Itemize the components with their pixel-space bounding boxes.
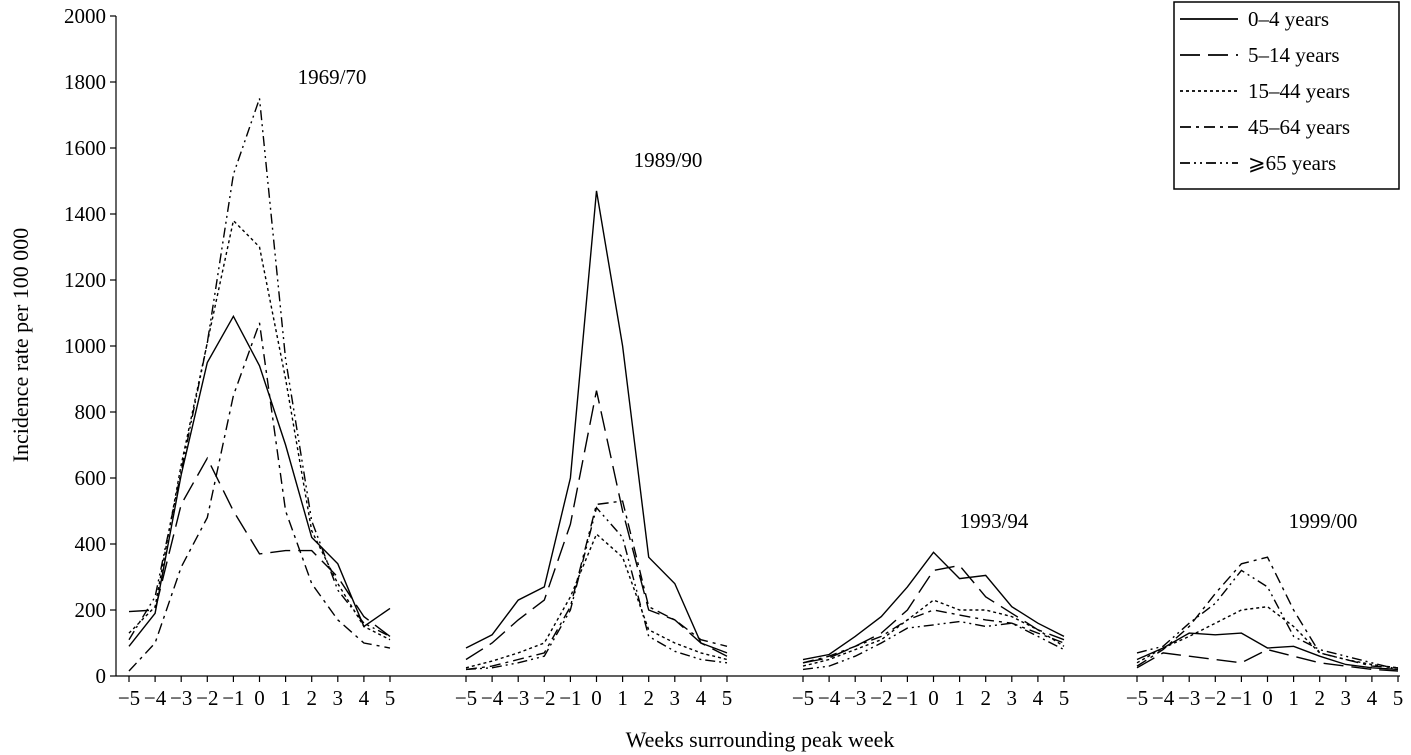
panel-2: 1989/90 [465, 148, 728, 671]
series-line-1 [802, 551, 1065, 661]
x-tick-label: 5 [1393, 686, 1404, 710]
legend-label: ⩾65 years [1248, 151, 1336, 175]
legend-box [1173, 1, 1400, 190]
x-axis-label: Weeks surrounding peak week [626, 727, 895, 752]
x-tick-label: 4 [1367, 686, 1378, 710]
x-tick-label: −2 [533, 686, 555, 710]
x-tick-label: 2 [1314, 686, 1325, 710]
x-tick-label: −1 [222, 686, 244, 710]
series-line-4 [802, 609, 1065, 664]
x-tick-label: 4 [359, 686, 370, 710]
series-line-2 [1136, 648, 1399, 672]
y-tick-label: 0 [96, 664, 107, 688]
legend-label: 15–44 years [1248, 79, 1350, 103]
x-tick-label: −1 [896, 686, 918, 710]
y-tick-label: 1400 [64, 202, 106, 226]
x-tick-label: 0 [1262, 686, 1273, 710]
x-tick-label: −5 [118, 686, 140, 710]
x-tick-label: 0 [591, 686, 602, 710]
legend-label: 45–64 years [1248, 115, 1350, 139]
y-tick-label: 600 [75, 466, 107, 490]
y-tick-label: 2000 [64, 4, 106, 28]
x-tick-label: 2 [643, 686, 654, 710]
y-tick-label: 1000 [64, 334, 106, 358]
series-line-3 [465, 532, 728, 669]
season-label: 1969/70 [298, 65, 367, 89]
x-tick-label: −4 [481, 686, 504, 710]
x-tick-label: 5 [722, 686, 733, 710]
x-tick-label: −2 [1204, 686, 1226, 710]
x-tick-label: −5 [792, 686, 814, 710]
series-line-2 [465, 390, 728, 661]
series-line-3 [128, 219, 391, 641]
series-line-5 [128, 98, 391, 641]
y-tick-label: 800 [75, 400, 107, 424]
series-line-2 [128, 456, 391, 637]
legend-label: 0–4 years [1248, 7, 1329, 31]
x-tick-label: 1 [280, 686, 291, 710]
y-tick-label: 400 [75, 532, 107, 556]
legend: 0–4 years 5–14 years 15–44 years 45–64 year… [1173, 1, 1400, 190]
x-tick-label: 3 [1007, 686, 1018, 710]
series-line-4 [465, 500, 728, 671]
series-line-3 [802, 599, 1065, 667]
season-label: 1989/90 [634, 148, 703, 172]
y-tick-label: 200 [75, 598, 107, 622]
x-tick-label: −1 [559, 686, 581, 710]
x-tick-label: 4 [696, 686, 707, 710]
x-tick-label: 2 [980, 686, 991, 710]
series-line-5 [1136, 569, 1399, 671]
x-tick-label: 4 [1033, 686, 1044, 710]
y-axis-label: Incidence rate per 100 000 [8, 228, 33, 463]
x-tick-label: 3 [333, 686, 344, 710]
series-line-1 [465, 190, 728, 654]
panel-1: 1969/70 [128, 65, 391, 672]
panel-3: 1993/94 [802, 509, 1065, 671]
x-tick-label: 2 [306, 686, 317, 710]
x-tick-label: −3 [844, 686, 866, 710]
series-line-5 [465, 506, 728, 671]
plot-area: 1969/70 1989/90 1993/94 1999/00 [128, 65, 1399, 672]
series-line-1 [1136, 632, 1399, 671]
series-line-3 [1136, 605, 1399, 669]
axes: 0200400600800100012001400160018002000−5−… [64, 4, 1403, 710]
y-tick-label: 1600 [64, 136, 106, 160]
x-tick-label: 1 [1288, 686, 1299, 710]
series-line-2 [802, 564, 1065, 664]
x-tick-label: −4 [144, 686, 167, 710]
y-tick-label: 1800 [64, 70, 106, 94]
season-label: 1999/00 [1289, 509, 1358, 533]
x-tick-label: −5 [1126, 686, 1148, 710]
series-line-1 [128, 314, 391, 647]
series-line-4 [1136, 556, 1399, 669]
panel-4: 1999/00 [1136, 509, 1399, 672]
x-tick-label: 0 [254, 686, 265, 710]
x-tick-label: 1 [954, 686, 965, 710]
x-tick-label: 0 [928, 686, 939, 710]
legend-label: 5–14 years [1248, 43, 1340, 67]
x-tick-label: −1 [1230, 686, 1252, 710]
x-tick-label: 3 [670, 686, 681, 710]
x-tick-label: 5 [1059, 686, 1070, 710]
x-tick-label: −2 [870, 686, 892, 710]
x-tick-label: −5 [455, 686, 477, 710]
x-tick-label: −3 [1178, 686, 1200, 710]
series-line-5 [802, 620, 1065, 671]
season-label: 1993/94 [960, 509, 1029, 533]
x-tick-label: −3 [170, 686, 192, 710]
x-tick-label: −2 [196, 686, 218, 710]
x-tick-label: 5 [385, 686, 396, 710]
x-tick-label: −3 [507, 686, 529, 710]
series-line-4 [128, 322, 391, 672]
x-tick-label: −4 [1152, 686, 1175, 710]
x-tick-label: −4 [818, 686, 841, 710]
x-tick-label: 3 [1341, 686, 1352, 710]
y-tick-label: 1200 [64, 268, 106, 292]
x-tick-label: 1 [617, 686, 628, 710]
